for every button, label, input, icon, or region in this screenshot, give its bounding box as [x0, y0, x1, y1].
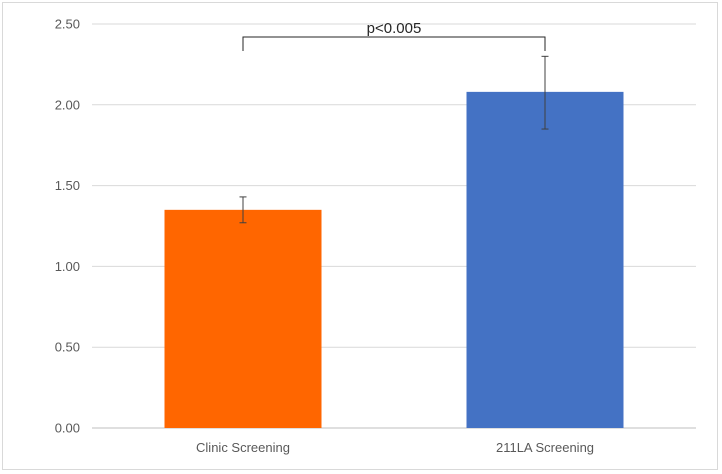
x-category-label: Clinic Screening	[196, 440, 290, 455]
y-tick-label: 1.00	[55, 259, 80, 274]
significance-bracket	[242, 36, 546, 51]
x-category-label: 211LA Screening	[496, 440, 594, 455]
bracket-line	[242, 36, 546, 51]
y-tick-label: 1.50	[55, 178, 80, 193]
significance-label: p<0.005	[367, 20, 422, 37]
y-axis-ticks: 0.00 0.50 1.00 1.50 2.00 2.50	[55, 17, 80, 436]
y-tick-label: 2.00	[55, 97, 80, 112]
bar	[466, 91, 624, 428]
y-tick-label: 0.00	[55, 421, 80, 436]
bar	[164, 209, 322, 428]
bars	[164, 91, 624, 428]
y-tick-label: 0.50	[55, 340, 80, 355]
error-bars	[239, 55, 549, 224]
y-tick-label: 2.50	[55, 17, 80, 32]
x-axis-labels: Clinic Screening 211LA Screening	[196, 440, 594, 455]
